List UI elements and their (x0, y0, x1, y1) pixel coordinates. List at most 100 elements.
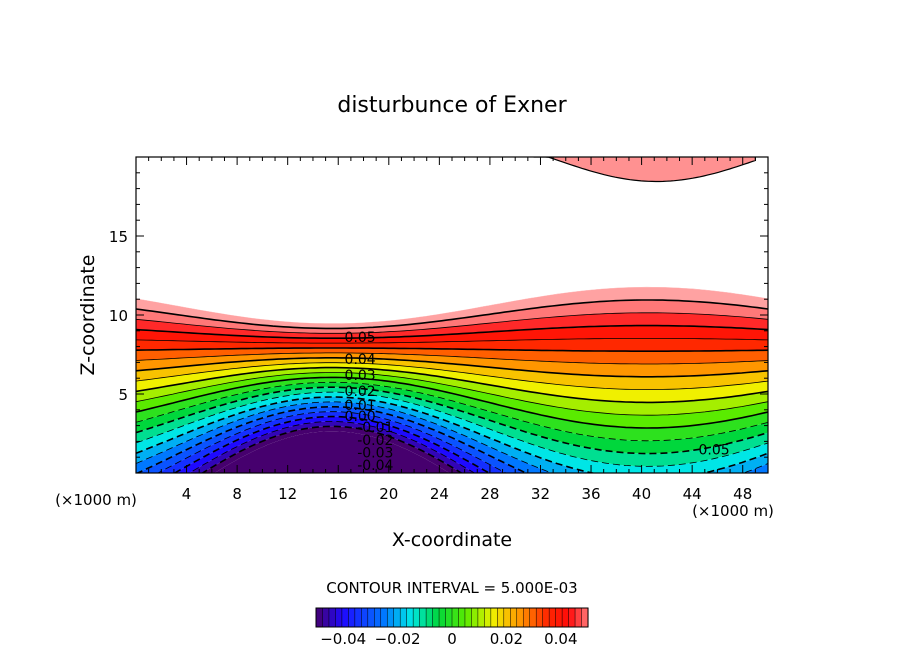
x-axis-label: X-coordinate (392, 529, 512, 551)
colorbar-cell (367, 607, 375, 628)
contour-band (202, 426, 462, 473)
colorbar-cell (471, 607, 479, 628)
colorbar-tick-label: 0.04 (544, 630, 577, 648)
colorbar (315, 607, 589, 628)
colorbar-cell (348, 607, 356, 628)
contour-line (136, 312, 768, 334)
colorbar-cell (354, 607, 362, 628)
y-tick-label: 5 (118, 386, 128, 404)
x-tick-label: 36 (581, 485, 600, 503)
contour-label: -0.04 (357, 458, 393, 474)
contour-line (136, 357, 768, 378)
colorbar-cell (374, 607, 382, 628)
contour-line (136, 366, 768, 404)
colorbar-cell (516, 607, 524, 628)
contour-line (136, 299, 768, 330)
colorbar-cell (490, 607, 498, 628)
contour-labels: 0.05 0.040.030.020.010.00-0.01-0.02-0.03-… (345, 330, 730, 474)
colorbar-tick-label: −0.04 (320, 630, 366, 648)
contour-line (136, 386, 768, 455)
colorbar-cell (315, 607, 324, 628)
x-unit-left: (×1000 m) (55, 491, 137, 509)
contour-label: -0.03 (357, 445, 393, 461)
contour-band (136, 287, 768, 329)
contour-line (201, 425, 463, 473)
contour-band (136, 352, 768, 377)
upper-positive-region (533, 157, 757, 183)
colorbar-cell (477, 607, 485, 628)
contour-band (136, 382, 768, 454)
contour-line (136, 372, 768, 416)
x-tick-label: 20 (379, 485, 398, 503)
contour-band (136, 300, 768, 334)
contour-interval-text: CONTOUR INTERVAL = 5.000E-03 (326, 579, 577, 597)
colorbar-cell (574, 607, 583, 628)
contour-line (136, 381, 768, 442)
x-tick-label: 40 (632, 485, 651, 503)
colorbar-cell (555, 607, 563, 628)
colorbar-cell (542, 607, 550, 628)
colorbar-cell (445, 607, 453, 628)
colorbar-cell (529, 607, 537, 628)
x-tick-label: 44 (683, 485, 702, 503)
contour-line (136, 338, 768, 344)
colorbar-cell (432, 607, 440, 628)
contour-line (157, 411, 507, 473)
contour-line (188, 421, 476, 473)
contour-label: 0.05 (698, 442, 729, 458)
colorbar-cell (451, 607, 460, 628)
x-tick-label: 8 (232, 485, 242, 503)
x-tick-label: 12 (278, 485, 297, 503)
contour-band (214, 431, 450, 473)
colorbar-cell (425, 607, 434, 628)
colorbar-cell (497, 607, 505, 628)
colorbar-cell (335, 607, 343, 628)
contour-line (136, 406, 528, 473)
contour-band (136, 387, 768, 467)
colorbar-cell (510, 607, 518, 628)
colorbar-cell (361, 607, 369, 628)
x-tick-label: 16 (329, 485, 348, 503)
contour-line (136, 376, 768, 429)
contour-label: 0.03 (345, 368, 376, 384)
y-axis: 5 10 15 (109, 172, 768, 458)
colorbar-cell (341, 607, 349, 628)
x-tick-label: 32 (531, 485, 550, 503)
colorbar-ticks: −0.04 −0.02 0 0.02 0.04 (320, 630, 577, 648)
contour-line (136, 391, 768, 467)
contour-lines (136, 299, 768, 473)
colorbar-tick-label: 0 (447, 630, 457, 648)
colorbar-cell (581, 607, 589, 628)
colorbar-cell (386, 607, 395, 628)
colorbar-cell (503, 607, 511, 628)
contour-line (136, 347, 768, 352)
contour-line (136, 401, 768, 473)
contour-line (136, 352, 768, 365)
contour-band (136, 367, 768, 416)
colorbar-cell (412, 607, 421, 628)
colorbar-cell (328, 607, 336, 628)
contour-label: 0.01 (345, 398, 376, 414)
contour-band (174, 416, 490, 473)
x-axis: 4 8 12 16 20 24 28 32 36 40 44 48 (148, 157, 756, 503)
colorbar-cell (568, 607, 576, 628)
contour-band (136, 312, 768, 339)
contour-band (136, 377, 768, 441)
contour-label: -0.01 (357, 420, 393, 436)
y-tick-label: 15 (109, 228, 128, 246)
contour-band (158, 411, 506, 473)
x-tick-label: 28 (480, 485, 499, 503)
contour-fill-area (136, 157, 768, 473)
contour-line (136, 396, 768, 473)
x-unit-right: (×1000 m) (692, 502, 774, 520)
colorbar-cell (393, 607, 401, 628)
colorbar-cell (458, 607, 466, 628)
y-axis-label: Z-coordinate (77, 255, 99, 376)
contour-band (189, 421, 475, 473)
x-tick-label: 4 (182, 485, 192, 503)
contour-label: 0.02 (345, 384, 376, 400)
contour-band (136, 357, 768, 390)
contour-band (137, 406, 526, 473)
colorbar-frame (315, 607, 589, 628)
